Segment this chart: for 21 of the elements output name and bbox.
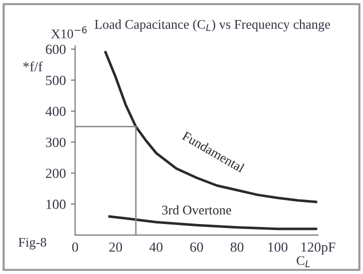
series-label: 3rd Overtone <box>162 205 232 215</box>
y-axis-title: *f/f <box>23 61 43 72</box>
y-tick-label: 300 <box>46 138 66 148</box>
line-series <box>108 215 318 230</box>
chart-title: Load Capacitance (C$_{L}$) vs Frequency change <box>94 20 330 32</box>
y-tick-label: 500 <box>46 76 66 86</box>
text: X10$^{−6}$ <box>51 26 87 38</box>
x-tick-label: 100 <box>268 242 288 252</box>
x-tick-label: 40 <box>149 242 163 252</box>
text: Fig-8 <box>18 238 46 250</box>
y-tick-label: 600 <box>46 44 66 54</box>
x-tick-label: 120pF <box>301 242 336 255</box>
x-tick-label: 0 <box>72 242 78 252</box>
x-tick-label: 20 <box>109 242 122 252</box>
x-tick-label: 60 <box>190 242 203 252</box>
y-tick-label: 100 <box>46 200 66 210</box>
y-tick-label: 200 <box>46 168 66 178</box>
line-series <box>104 50 318 204</box>
y-tick-label: 400 <box>46 106 66 116</box>
x-tick-label: 80 <box>230 242 244 252</box>
x-axis-title: C$_{L}$ <box>296 256 310 268</box>
